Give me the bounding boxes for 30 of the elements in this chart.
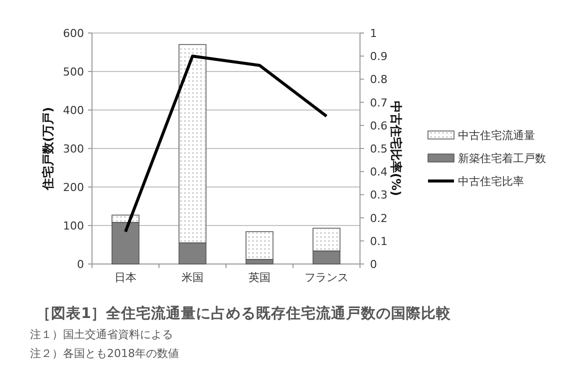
y2tick: 0: [370, 258, 377, 271]
y2tick: 0.8: [370, 73, 388, 86]
y2tick: 0.1: [370, 234, 388, 248]
y2tick: 0.5: [370, 142, 388, 156]
ytick: 500: [63, 66, 84, 78]
y2tick: 0.6: [370, 119, 388, 132]
y2label: 中古住宅比率(%): [389, 101, 403, 196]
ytick: 300: [63, 142, 84, 156]
ytick: 600: [63, 27, 84, 40]
note: 注２）各国とも2018年の数値: [30, 347, 179, 360]
ytick: 200: [63, 181, 84, 194]
ytick: 0: [77, 258, 84, 271]
y2tick: 0.3: [370, 188, 388, 202]
ylabel: 住宅戸数(万戸): [41, 107, 55, 190]
xtick: 米国: [182, 271, 204, 284]
y2tick: 0.7: [370, 96, 388, 110]
legend: 新築住宅着工戸数: [458, 152, 546, 165]
ytick: 400: [63, 104, 84, 117]
xtick: 英国: [248, 271, 270, 284]
y2tick: 1: [370, 27, 377, 40]
y2tick: 0.9: [370, 50, 388, 64]
xtick: フランス: [304, 271, 348, 284]
title: ［図表1］全住宅流通量に占める既存住宅流通戸数の国際比較: [36, 306, 452, 322]
legend: 中古住宅流通量: [458, 129, 535, 142]
legend: 中古住宅比率: [458, 175, 524, 188]
y2tick: 0.4: [370, 166, 388, 179]
note: 注１）国土交通省資料による: [30, 328, 173, 341]
ytick: 100: [63, 220, 84, 232]
y2tick: 0.2: [370, 212, 388, 225]
xtick: 日本: [114, 271, 136, 284]
